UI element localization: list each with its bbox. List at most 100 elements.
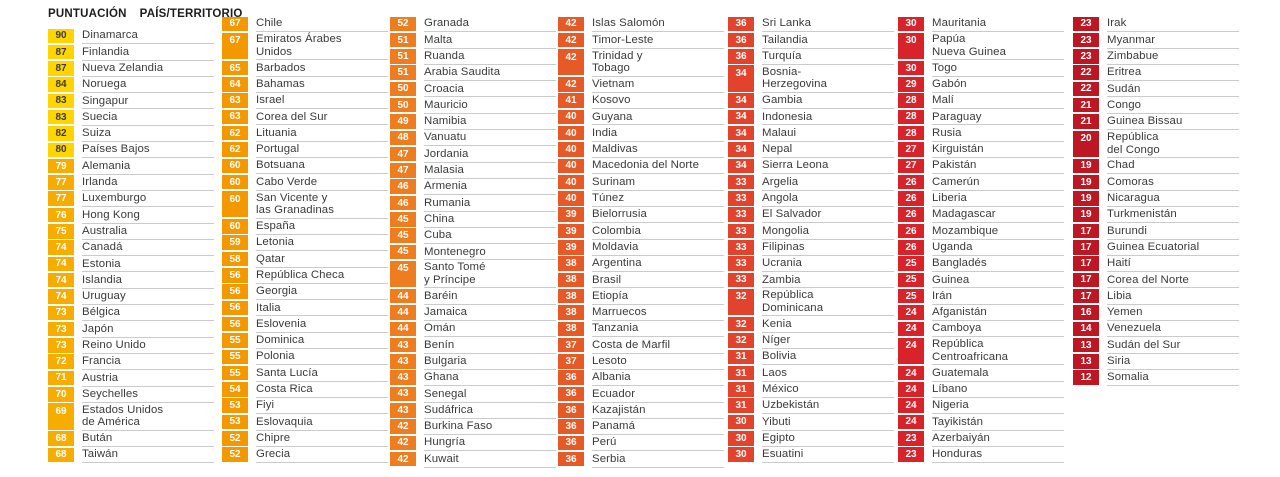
score-badge: 21 — [1073, 114, 1099, 129]
score-badge: 83 — [48, 109, 74, 125]
country-name: Maldivas — [592, 142, 724, 159]
score-badge: 56 — [222, 268, 248, 283]
score-badge: 28 — [898, 109, 924, 125]
ranking-row: 72 Francia — [48, 354, 214, 371]
score-badge: 41 — [558, 93, 584, 108]
header-score-label: PUNTUACIÓN — [48, 8, 127, 20]
score-badge: 90 — [48, 28, 74, 43]
score-badge: 23 — [898, 447, 924, 462]
ranking-row: 56 Italia — [222, 300, 388, 317]
ranking-row: 74 Canadá — [48, 240, 214, 257]
score-badge: 42 — [390, 419, 416, 434]
country-name: Líbano — [932, 382, 1064, 398]
table-header: PUNTUACIÓN PAÍS/TERRITORIO — [48, 8, 243, 20]
score-badge: 68 — [48, 447, 74, 463]
ranking-row: 28 Malí — [898, 93, 1064, 110]
score-badge: 53 — [222, 414, 248, 430]
ranking-row: 51 Arabia Saudita — [390, 65, 556, 82]
score-badge: 33 — [728, 256, 754, 271]
score-badge: 25 — [898, 288, 924, 304]
country-name: Congo — [1107, 97, 1239, 114]
score-badge: 26 — [898, 223, 924, 239]
score-badge: 17 — [1073, 223, 1099, 239]
ranking-row: 36 Albania — [558, 370, 724, 387]
score-badge: 60 — [222, 158, 248, 174]
score-badge: 31 — [728, 382, 754, 397]
country-name: Surinam — [592, 174, 724, 191]
ranking-row: 50 Croacia — [390, 81, 556, 98]
country-name: Filipinas — [762, 240, 894, 256]
country-name: Siria — [1107, 354, 1239, 370]
country-name: Finlandia — [82, 44, 214, 61]
score-badge: 40 — [558, 125, 584, 141]
country-name: República Checa — [256, 268, 388, 284]
ranking-row: 36 Turquía — [728, 49, 894, 65]
ranking-row: 19 Chad — [1073, 158, 1239, 175]
country-name: Singapur — [82, 93, 214, 110]
country-name: Botsuana — [256, 158, 388, 175]
country-name: Bulgaria — [424, 354, 556, 370]
country-name: Irak — [1107, 16, 1239, 33]
country-name: Guinea Ecuatorial — [1107, 240, 1239, 256]
score-badge: 30 — [728, 431, 754, 446]
score-badge: 19 — [1073, 174, 1099, 190]
ranking-row: 26 Madagascar — [898, 207, 1064, 224]
score-badge: 51 — [390, 65, 416, 80]
score-badge: 40 — [558, 142, 584, 157]
country-name: Baréin — [424, 288, 556, 305]
country-name: Liberia — [932, 191, 1064, 207]
country-name: Hungría — [424, 435, 556, 452]
ranking-row: 76 Hong Kong — [48, 207, 214, 224]
ranking-row: 40 Surinam — [558, 174, 724, 191]
country-name: Túnez — [592, 191, 724, 207]
score-badge: 34 — [728, 93, 754, 108]
country-name: Bielorrusia — [592, 207, 724, 224]
score-badge: 19 — [1073, 207, 1099, 222]
ranking-row: 38 Etiopía — [558, 288, 724, 305]
ranking-row: 39 Colombia — [558, 223, 724, 240]
score-badge: 43 — [390, 403, 416, 418]
country-name: Letonia — [256, 235, 388, 252]
ranking-row: 40 India — [558, 125, 724, 142]
ranking-row: 60 San Vicente y las Granadinas — [222, 191, 388, 219]
score-badge: 19 — [1073, 158, 1099, 174]
country-name: Suecia — [82, 109, 214, 126]
ranking-row: 21 Congo — [1073, 97, 1239, 114]
country-name: Perú — [592, 435, 724, 452]
ranking-row: 40 Maldivas — [558, 142, 724, 159]
ranking-row: 43 Senegal — [390, 386, 556, 403]
country-name: Haití — [1107, 256, 1239, 273]
score-badge: 34 — [728, 65, 754, 92]
country-name: India — [592, 125, 724, 142]
country-name: Mongolia — [762, 223, 894, 240]
ranking-row: 47 Jordania — [390, 146, 556, 163]
score-badge: 56 — [222, 300, 248, 316]
score-badge: 16 — [1073, 305, 1099, 320]
ranking-column: 23 Irak 23 Myanmar 23 Zimbabue 22 Eritrea 22 Sudá… — [1073, 16, 1239, 387]
ranking-column: 30 Mauritania 30 Papúa Nueva Guinea 30 Togo 29 G… — [898, 16, 1064, 464]
ranking-row: 38 Marruecos — [558, 305, 724, 322]
score-badge: 56 — [222, 284, 248, 299]
ranking-row: 13 Sudán del Sur — [1073, 337, 1239, 354]
ranking-row: 77 Luxemburgo — [48, 191, 214, 208]
ranking-row: 70 Seychelles — [48, 387, 214, 403]
score-badge: 74 — [48, 289, 74, 304]
ranking-row: 14 Venezuela — [1073, 321, 1239, 338]
ranking-row: 45 Cuba — [390, 228, 556, 245]
score-badge: 36 — [558, 386, 584, 402]
country-name: Grecia — [256, 447, 388, 464]
ranking-row: 43 Bulgaria — [390, 354, 556, 370]
score-badge: 52 — [222, 431, 248, 446]
country-name: Irlanda — [82, 175, 214, 191]
country-name: Santa Lucía — [256, 365, 388, 382]
ranking-row: 63 Corea del Sur — [222, 109, 388, 126]
country-name: México — [762, 382, 894, 398]
ranking-row: 34 Bosnia- Herzegovina — [728, 65, 894, 93]
country-name: Jamaica — [424, 305, 556, 322]
ranking-row: 24 República Centroafricana — [898, 337, 1064, 366]
country-name: Serbia — [592, 451, 724, 468]
score-badge: 63 — [222, 109, 248, 125]
score-badge: 44 — [390, 321, 416, 337]
score-badge: 38 — [558, 272, 584, 288]
country-name: Georgia — [256, 284, 388, 301]
